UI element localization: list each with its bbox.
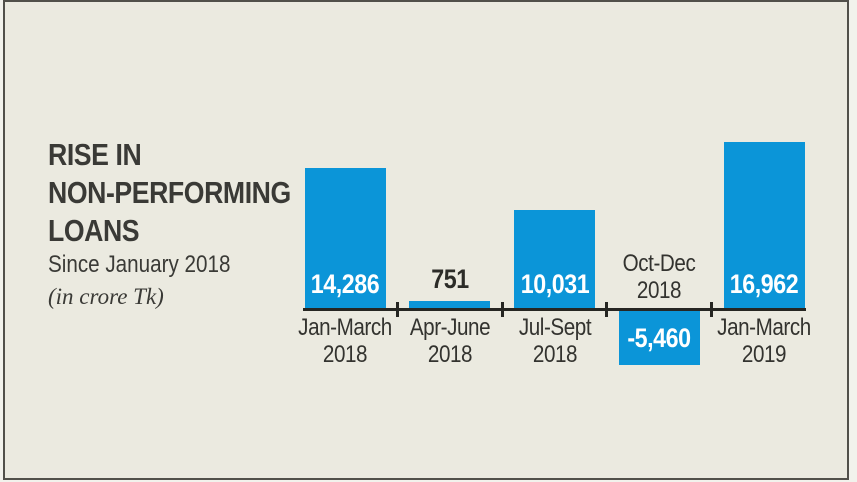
bar-category-label-line: Apr-June (409, 314, 491, 341)
chart-unit-note: (in crore Tk) (48, 284, 164, 309)
x-axis-line (303, 307, 806, 311)
bar-category-label-line: Jan-March (717, 314, 811, 341)
infographic-frame: RISE IN NON-PERFORMING LOANS Since Janua… (3, 0, 849, 480)
bar-category-label: Jan-March 2019 (704, 314, 824, 368)
bar (304, 167, 386, 308)
chart-subtitle: Since January 2018 (48, 251, 231, 278)
chart-title-line-2: NON-PERFORMING (48, 175, 291, 210)
x-axis-tick (710, 302, 714, 317)
bar-category-label: Jan-March 2018 (285, 314, 405, 368)
bar-category-label-line: Oct-Dec (622, 250, 696, 277)
bar (618, 310, 700, 365)
bar-value-label: 10,031 (520, 269, 589, 299)
chart-title-line-1: RISE IN (48, 137, 142, 172)
bar-category-label-line: 2018 (322, 341, 368, 368)
chart-title: RISE IN NON-PERFORMING LOANS (48, 136, 291, 250)
bar-category-label-line: Jan-March (298, 314, 392, 341)
x-axis-tick (605, 302, 609, 317)
bar (723, 141, 805, 308)
bar (514, 209, 595, 308)
bar-category-label-line: Jul-Sept (518, 314, 591, 341)
bar (409, 300, 491, 308)
x-axis-tick (500, 302, 504, 317)
bar-category-label-line: 2018 (427, 341, 473, 368)
bar-category-label-line: 2018 (637, 277, 682, 304)
x-axis-tick (395, 302, 399, 317)
bar-value-label: -5,460 (627, 322, 692, 353)
chart-title-line-3: LOANS (48, 213, 140, 248)
bar-category-label: Jul-Sept 2018 (494, 314, 614, 368)
bar-value-label: 16,962 (729, 269, 799, 299)
bar-value-label: 14,286 (310, 269, 380, 299)
bar-category-label: Apr-June 2018 (390, 314, 510, 368)
bar-category-label: Oct-Dec 2018 (599, 250, 719, 304)
bar-value-label: 751 (431, 263, 469, 294)
bar-category-label-line: 2018 (532, 341, 577, 368)
bar-category-label-line: 2019 (741, 341, 787, 368)
